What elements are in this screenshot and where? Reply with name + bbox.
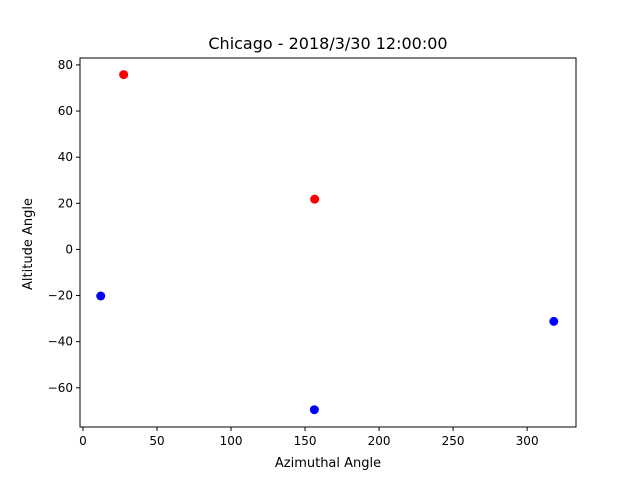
y-tick-label: 20 (58, 196, 73, 210)
y-axis-label: Altitude Angle (21, 198, 36, 290)
data-point (310, 194, 320, 204)
chart-title: Chicago - 2018/3/30 12:00:00 (208, 34, 447, 53)
y-tick-label: 80 (58, 58, 73, 72)
x-tick-label: 100 (220, 434, 243, 448)
data-point (119, 70, 129, 80)
x-tick-label: 250 (442, 434, 465, 448)
x-tick-label: 150 (294, 434, 317, 448)
plot-area: 0 50 100 150 200 250 300 −60 −40 −20 0 20 40 60 80 (48, 57, 577, 448)
y-tick-label: 40 (58, 150, 73, 164)
y-tick-label: 0 (65, 242, 73, 256)
data-point (96, 291, 106, 301)
y-tick-label: −60 (48, 381, 73, 395)
x-tick-label: 0 (79, 434, 87, 448)
x-tick-label: 200 (368, 434, 391, 448)
x-tick-label: 50 (149, 434, 164, 448)
y-tick-label: −20 (48, 289, 73, 303)
plot-frame (79, 57, 577, 428)
x-tick-label: 300 (516, 434, 539, 448)
data-point (549, 316, 559, 326)
x-axis-label: Azimuthal Angle (275, 456, 381, 471)
data-point (309, 405, 319, 415)
y-tick-label: 60 (58, 104, 73, 118)
y-tick-label: −40 (48, 335, 73, 349)
